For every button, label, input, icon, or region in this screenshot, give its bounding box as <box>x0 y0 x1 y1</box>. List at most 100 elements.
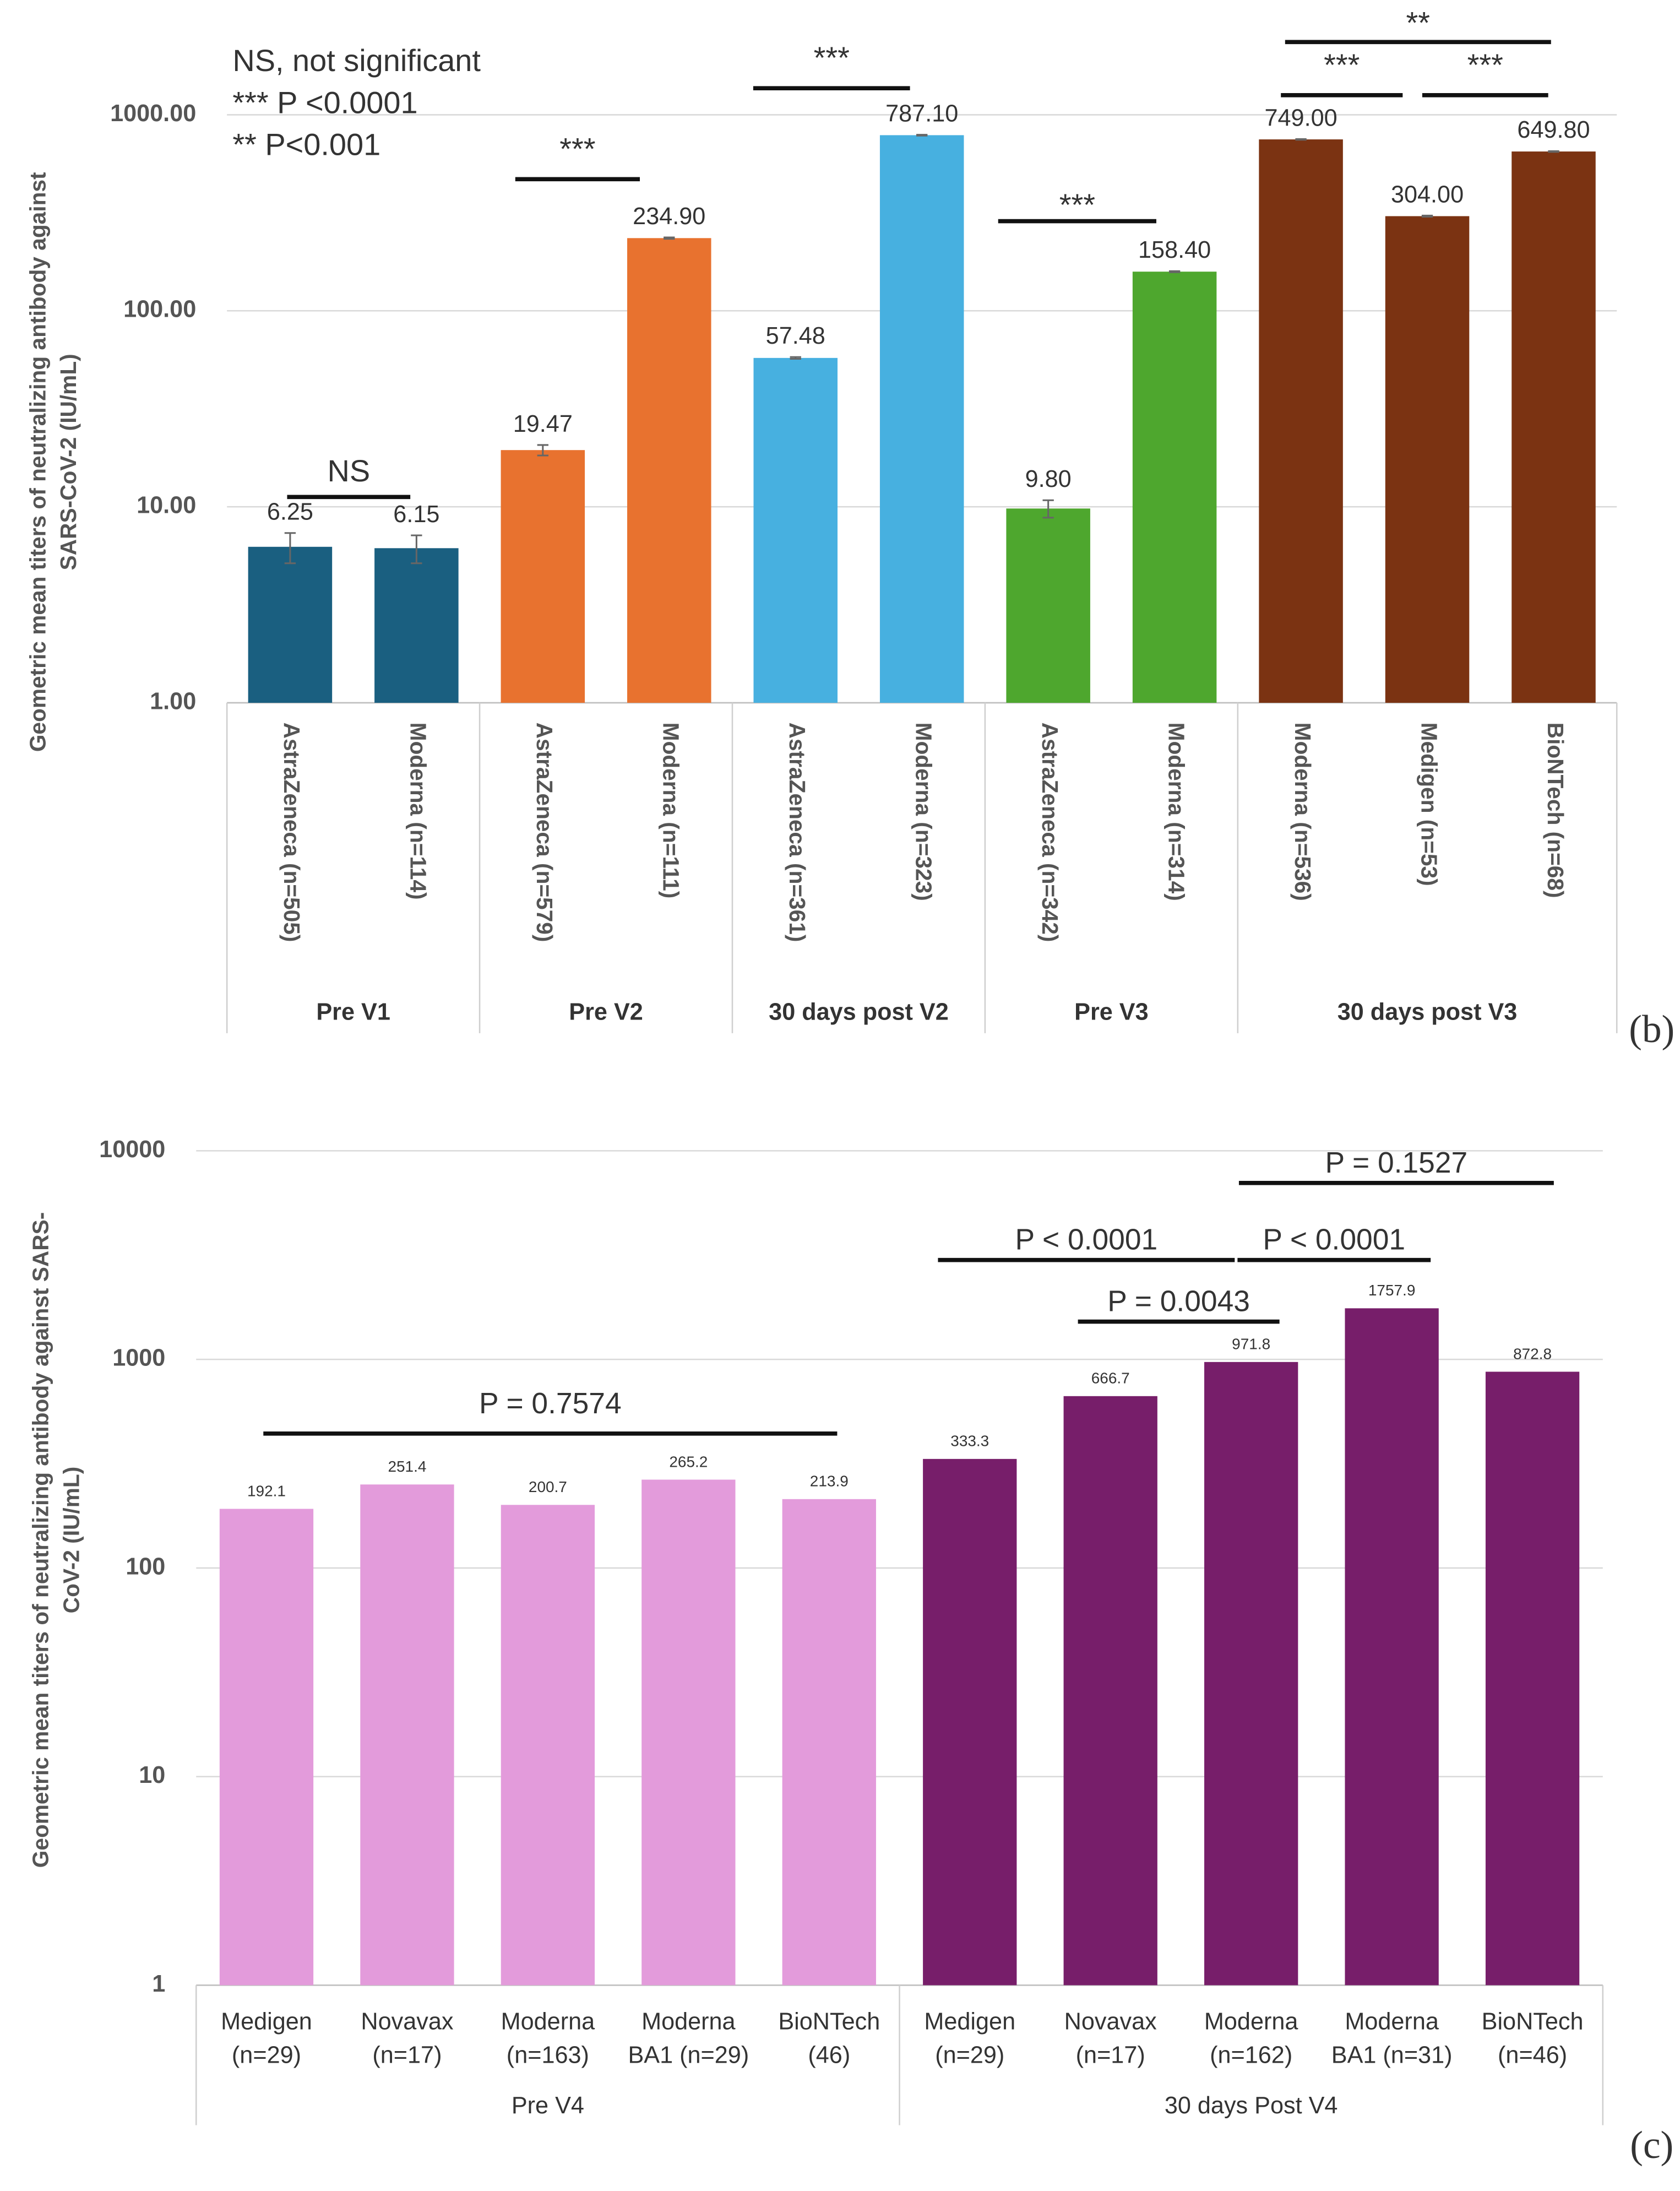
group-label: Pre V2 <box>569 999 643 1026</box>
y-tick-label: 100.00 <box>123 296 196 323</box>
value-label: 192.1 <box>247 1482 286 1499</box>
bar <box>1006 508 1090 703</box>
value-label: 265.2 <box>669 1453 708 1470</box>
x-tick-label: (n=162) <box>1210 2042 1292 2068</box>
x-tick-label: (n=17) <box>372 2042 442 2068</box>
x-tick-label: Medigen <box>221 2008 312 2035</box>
significance-label: P < 0.0001 <box>1263 1224 1405 1256</box>
x-tick-label: AstraZeneca (n=342) <box>1037 723 1063 942</box>
x-tick-label: Moderna (n=114) <box>406 723 431 900</box>
value-label: 872.8 <box>1513 1345 1552 1362</box>
bar <box>1204 1362 1298 1986</box>
value-label: 234.90 <box>633 203 705 230</box>
bar <box>501 1505 595 1986</box>
y-tick-label: 1.00 <box>150 688 196 714</box>
x-tick-label: Moderna <box>1204 2008 1298 2035</box>
significance-label: P < 0.0001 <box>1015 1224 1158 1256</box>
y-axis-label: Geometric mean titers of neutralizing an… <box>25 172 50 752</box>
group-label: Pre V1 <box>316 999 390 1026</box>
bar <box>1385 216 1470 703</box>
value-label: 251.4 <box>388 1458 426 1475</box>
y-tick-label: 100 <box>126 1553 165 1580</box>
x-tick-label: Moderna <box>641 2008 736 2035</box>
value-label: 304.00 <box>1391 181 1464 208</box>
note: NS, not significant <box>232 43 481 78</box>
x-tick-label: Novavax <box>1064 2008 1157 2035</box>
bar <box>360 1484 454 1986</box>
value-label: 333.3 <box>950 1433 989 1450</box>
significance-label: P = 0.7574 <box>479 1387 622 1420</box>
x-tick-label: (n=17) <box>1076 2042 1145 2068</box>
x-tick-label: AstraZeneca (n=361) <box>785 723 810 942</box>
group-label: 30 days Post V4 <box>1165 2092 1338 2119</box>
x-tick-label: BA1 (n=29) <box>628 2042 749 2068</box>
x-tick-label: (n=46) <box>1498 2042 1567 2068</box>
x-tick-label: Moderna (n=323) <box>911 723 936 901</box>
y-tick-label: 1000.00 <box>110 100 196 127</box>
significance-label: *** <box>1059 187 1095 222</box>
value-label: 666.7 <box>1091 1370 1130 1387</box>
bar <box>374 548 459 703</box>
error-bar <box>790 356 801 360</box>
value-label: 1757.9 <box>1368 1282 1416 1299</box>
value-label: 57.48 <box>766 323 825 349</box>
x-tick-label: BioNTech <box>1482 2008 1584 2035</box>
value-label: 649.80 <box>1517 117 1590 143</box>
x-tick-label: Moderna (n=536) <box>1290 723 1315 901</box>
value-label: 787.10 <box>885 100 958 127</box>
error-bar <box>1421 214 1433 218</box>
x-tick-label: (n=163) <box>507 2042 589 2068</box>
y-tick-label: 10.00 <box>137 492 196 519</box>
y-axis-label: SARS-CoV-2 (IU/mL) <box>56 354 81 570</box>
significance-label: *** <box>1467 47 1503 82</box>
value-label: 200.7 <box>529 1478 567 1495</box>
value-label: 19.47 <box>513 411 573 437</box>
x-tick-label: BA1 (n=31) <box>1331 2042 1453 2068</box>
error-bar <box>411 534 422 565</box>
x-tick-label: Medigen <box>924 2008 1015 2035</box>
x-tick-label: (46) <box>808 2042 850 2068</box>
error-bar <box>664 236 675 240</box>
x-tick-label: Moderna (n=314) <box>1164 723 1189 901</box>
error-bar <box>916 134 928 137</box>
x-tick-label: AstraZeneca (n=505) <box>279 723 305 942</box>
group-label: 30 days post V2 <box>769 999 949 1026</box>
bar <box>879 135 964 703</box>
significance-label: ** <box>1406 6 1431 40</box>
bar <box>1485 1371 1580 1986</box>
significance-label: P = 0.1527 <box>1325 1147 1468 1179</box>
bar <box>753 357 838 703</box>
significance-label: *** <box>1324 47 1360 82</box>
x-tick-label: (n=29) <box>232 2042 301 2068</box>
error-bar <box>284 532 296 565</box>
panel-label: (c) <box>1630 2124 1673 2167</box>
bar <box>627 238 711 703</box>
bar <box>219 1509 314 1986</box>
x-tick-label: (n=29) <box>935 2042 1004 2068</box>
x-tick-label: Moderna <box>501 2008 595 2035</box>
value-label: 9.80 <box>1025 466 1072 492</box>
error-bar <box>1168 270 1181 273</box>
y-axis-label: Geometric mean titers of neutralizing an… <box>28 1212 53 1868</box>
bar <box>782 1499 876 1986</box>
group-label: Pre V4 <box>512 2092 584 2119</box>
significance-label: NS <box>327 453 370 488</box>
panel-label: (b) <box>1629 1008 1674 1051</box>
x-tick-label: Moderna <box>1345 2008 1439 2035</box>
value-label: 749.00 <box>1265 105 1338 131</box>
value-label: 158.40 <box>1138 237 1211 263</box>
value-label: 971.8 <box>1232 1336 1270 1353</box>
significance-label: *** <box>814 40 850 75</box>
bar <box>641 1479 736 1986</box>
bar <box>248 546 333 703</box>
x-tick-label: Moderna (n=111) <box>659 723 684 899</box>
value-label: 213.9 <box>810 1473 849 1490</box>
bar <box>501 450 585 703</box>
value-label: 6.25 <box>267 499 313 525</box>
note: ** P<0.001 <box>232 127 380 162</box>
group-label: 30 days post V3 <box>1338 999 1518 1026</box>
significance-label: *** <box>559 131 595 166</box>
x-tick-label: Medigen (n=53) <box>1416 723 1442 886</box>
y-tick-label: 10 <box>139 1762 165 1788</box>
